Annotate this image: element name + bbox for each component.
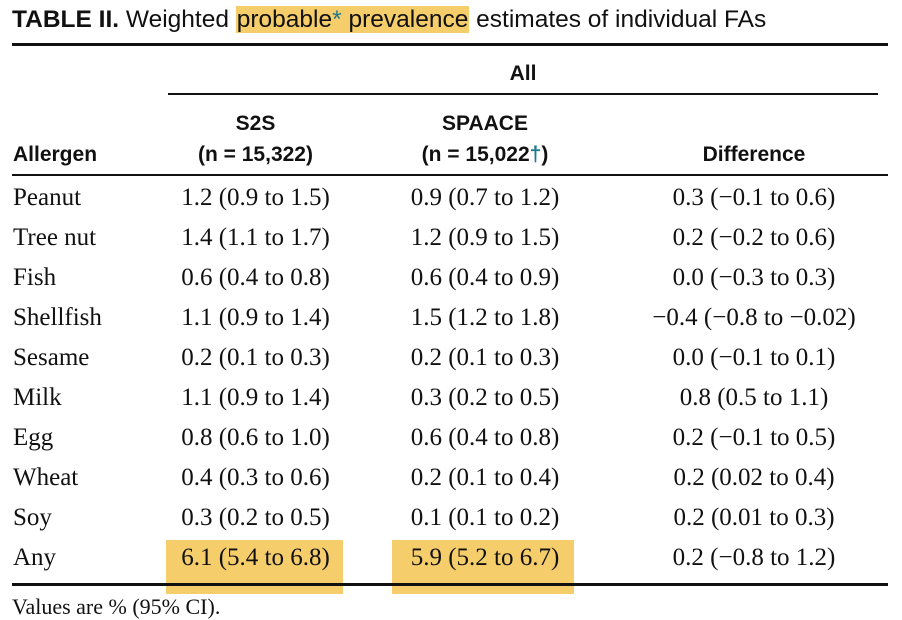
table-label: TABLE II. [12, 6, 120, 33]
cell-allergen: Wheat [13, 464, 79, 491]
cell-s2s: 1.1 (0.9 to 1.4) [181, 304, 330, 331]
bottom-rule [12, 583, 888, 586]
cell-allergen: Peanut [13, 184, 82, 211]
cell-allergen: Tree nut [13, 224, 97, 251]
header-difference: Difference [702, 143, 806, 166]
cell-spaace: 0.6 (0.4 to 0.9) [410, 264, 560, 291]
cell-spaace: 0.2 (0.1 to 0.3) [410, 344, 560, 371]
cell-allergen: Sesame [13, 344, 90, 371]
cell-difference: 0.3 (−0.1 to 0.6) [672, 184, 836, 211]
cell-spaace: 0.1 (0.1 to 0.2) [410, 504, 560, 531]
header-spaace: SPAACE [442, 112, 528, 135]
table-row: Milk 1.1 (0.9 to 1.4) 0.3 (0.2 to 0.5) 0.8 … [0, 378, 902, 418]
cell-difference: 0.2 (−0.2 to 0.6) [672, 224, 836, 251]
cell-spaace: 1.2 (0.9 to 1.5) [410, 224, 560, 251]
cell-difference: 0.2 (0.02 to 0.4) [673, 464, 835, 491]
cell-spaace: 0.9 (0.7 to 1.2) [410, 184, 560, 211]
dagger-footnote-marker: † [529, 143, 542, 166]
table-footnote: Values are % (95% CI). [12, 594, 221, 619]
cell-s2s: 1.1 (0.9 to 1.4) [181, 384, 330, 411]
table-row: Any 6.1 (5.4 to 6.8) 5.9 (5.2 to 6.7) 0.2 (… [0, 538, 902, 578]
table-row: Soy 0.3 (0.2 to 0.5) 0.1 (0.1 to 0.2) 0.2 (… [0, 498, 902, 538]
header-allergen: Allergen [13, 143, 98, 166]
cell-allergen: Milk [13, 384, 62, 411]
caption-prevalence: prevalence [348, 6, 469, 33]
cell-s2s: 1.2 (0.9 to 1.5) [181, 184, 330, 211]
table-caption: TABLE II. Weighted probable* prevalence … [12, 6, 766, 34]
cell-spaace: 0.2 (0.1 to 0.4) [410, 464, 560, 491]
cell-difference: 0.2 (−0.1 to 0.5) [672, 424, 836, 451]
header-spaace-n-text: (n = 15,022 [421, 143, 530, 166]
cell-s2s: 6.1 (5.4 to 6.8) [181, 544, 330, 571]
cell-s2s: 0.8 (0.6 to 1.0) [181, 424, 330, 451]
cell-s2s: 0.3 (0.2 to 0.5) [181, 504, 330, 531]
cell-difference: −0.4 (−0.8 to −0.02) [652, 304, 856, 331]
cell-difference: 0.2 (−0.8 to 1.2) [672, 544, 836, 571]
table-row: Sesame 0.2 (0.1 to 0.3) 0.2 (0.1 to 0.3) 0.… [0, 338, 902, 378]
header-s2s: S2S [235, 112, 276, 135]
table-row: Tree nut 1.4 (1.1 to 1.7) 1.2 (0.9 to 1.5)… [0, 218, 902, 258]
table-row: Peanut 1.2 (0.9 to 1.5) 0.9 (0.7 to 1.2) 0.… [0, 178, 902, 218]
group-rule [168, 93, 878, 95]
asterisk-footnote-marker: * [332, 6, 342, 33]
caption-pre: Weighted [125, 6, 229, 33]
top-rule [12, 43, 888, 46]
cell-s2s: 0.4 (0.3 to 0.6) [181, 464, 330, 491]
header-spaace-n: (n = 15,022†) [394, 143, 576, 167]
cell-s2s: 0.6 (0.4 to 0.8) [181, 264, 330, 291]
caption-post: estimates of individual FAs [476, 6, 767, 33]
cell-s2s: 0.2 (0.1 to 0.3) [181, 344, 330, 371]
cell-spaace: 0.6 (0.4 to 0.8) [410, 424, 560, 451]
table-row: Wheat 0.4 (0.3 to 0.6) 0.2 (0.1 to 0.4) 0.2… [0, 458, 902, 498]
cell-allergen: Shellfish [13, 304, 102, 331]
table-row: Shellfish 1.1 (0.9 to 1.4) 1.5 (1.2 to 1.8… [0, 298, 902, 338]
group-header-all: All [509, 62, 537, 85]
cell-difference: 0.8 (0.5 to 1.1) [679, 384, 829, 411]
cell-difference: 0.2 (0.01 to 0.3) [673, 504, 835, 531]
table-row: Egg 0.8 (0.6 to 1.0) 0.6 (0.4 to 0.8) 0.2 (… [0, 418, 902, 458]
header-spaace-n-close: ) [541, 143, 549, 166]
caption-probable: probable [236, 6, 333, 33]
cell-spaace: 0.3 (0.2 to 0.5) [410, 384, 560, 411]
cell-allergen: Egg [13, 424, 54, 451]
cell-difference: 0.0 (−0.1 to 0.1) [672, 344, 836, 371]
cell-s2s: 1.4 (1.1 to 1.7) [181, 224, 330, 251]
caption-highlight: probable* prevalence [235, 6, 470, 33]
cell-difference: 0.0 (−0.3 to 0.3) [672, 264, 836, 291]
header-rule [12, 174, 888, 176]
cell-spaace: 5.9 (5.2 to 6.7) [410, 544, 560, 571]
cell-allergen: Soy [13, 504, 52, 531]
cell-spaace: 1.5 (1.2 to 1.8) [410, 304, 560, 331]
cell-allergen: Fish [13, 264, 57, 291]
table-row: Fish 0.6 (0.4 to 0.8) 0.6 (0.4 to 0.9) 0.0 … [0, 258, 902, 298]
header-s2s-n: (n = 15,322) [198, 143, 313, 166]
cell-allergen: Any [13, 544, 57, 571]
